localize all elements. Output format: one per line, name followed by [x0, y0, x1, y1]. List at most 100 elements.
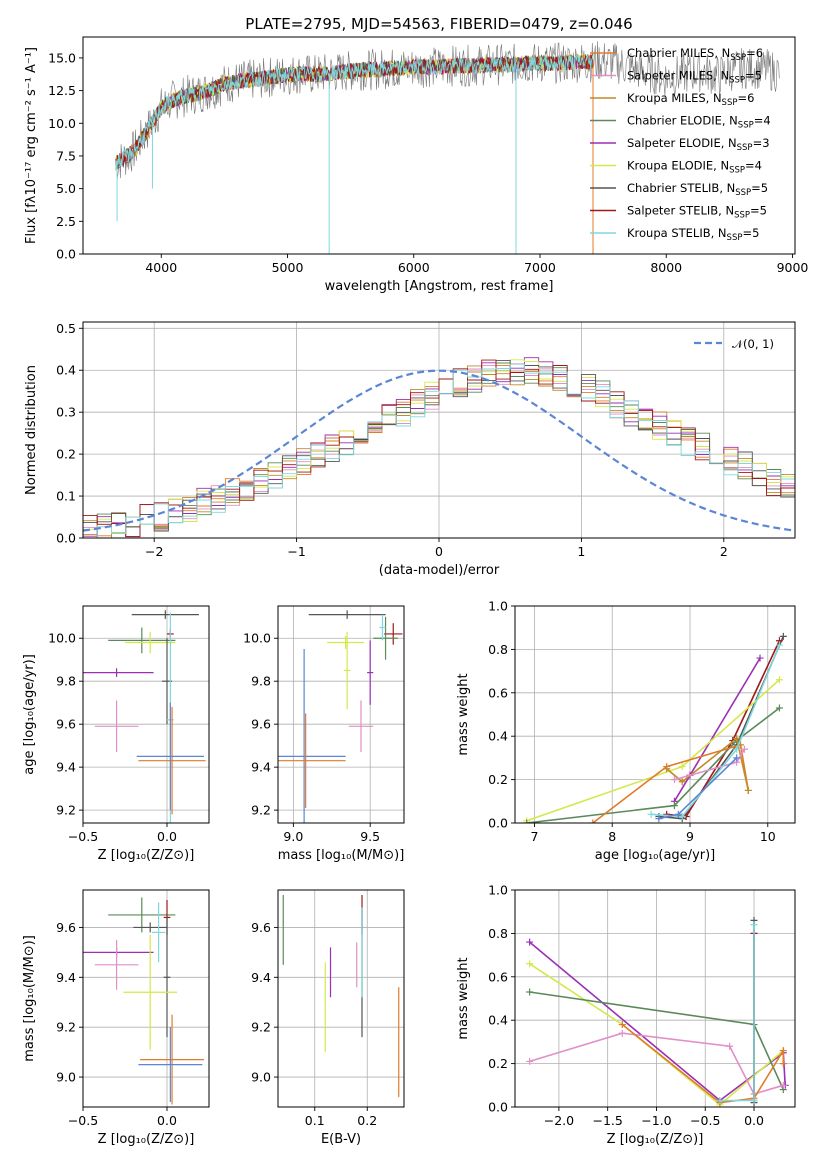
grid-age-vs-Z	[82, 606, 209, 823]
x-tick-label: −1	[287, 544, 305, 559]
weight-point-marker	[750, 1096, 758, 1104]
plot-area-weight-vs-Z	[526, 916, 789, 1107]
y-tick-label: 10.0	[48, 116, 76, 131]
y-tick-label: 10.0	[243, 631, 271, 646]
x-tick-label: 9.5	[360, 829, 380, 844]
error-bar-point	[379, 614, 386, 641]
residual-histogram	[83, 359, 795, 534]
weight-point-marker	[589, 819, 597, 823]
y-tick-label: 0.0	[488, 1100, 508, 1115]
legend-suffix: =5	[745, 69, 762, 83]
y-tick-label: 9.8	[56, 674, 76, 689]
y-axis-label: mass weight	[456, 673, 471, 755]
x-tick-label: −0.5	[68, 829, 98, 844]
error-bar-point	[125, 631, 176, 654]
axes-frame	[514, 889, 796, 1108]
weight-series-line	[719, 924, 755, 1102]
y-tick-label: 0.4	[488, 729, 508, 744]
x-axis-label: age [log₁₀(age/yr)]	[595, 848, 716, 863]
x-tick-label: −2.0	[544, 1113, 574, 1128]
y-tick-label: 0.4	[56, 363, 76, 378]
x-tick-label: 6000	[398, 260, 430, 275]
y-tick-label: 0.0	[56, 531, 76, 546]
y-tick-label: 0.3	[56, 405, 76, 420]
y-tick-label: 0.6	[488, 969, 508, 984]
y-tick-label: 1.0	[488, 599, 508, 614]
error-bar-point	[108, 897, 176, 933]
legend-entry: Kroupa MILES, NSSP=6	[627, 91, 754, 108]
weight-point-marker	[726, 1042, 734, 1050]
plot-area-mass-vs-Z	[83, 897, 204, 1105]
y-tick-label: 0.8	[488, 642, 508, 657]
y-tick-label: 12.5	[48, 83, 76, 98]
x-tick-label: −1.0	[641, 1113, 671, 1128]
error-bar-point	[278, 648, 346, 823]
legend-sub: SSP	[738, 121, 754, 131]
weight-point-marker	[779, 632, 787, 640]
error-bar-point	[123, 934, 178, 1050]
error-bar-point	[344, 631, 351, 710]
legend-sub: SSP	[727, 233, 743, 243]
y-tick-label: 9.0	[56, 1070, 76, 1085]
y-tick-label: 9.4	[251, 760, 271, 775]
weight-point-marker	[670, 776, 678, 784]
weight-point-marker	[750, 921, 758, 929]
axes-frame	[82, 889, 210, 1108]
axes-frame	[277, 605, 405, 824]
weight-point-marker	[678, 778, 686, 786]
legend-suffix: =6	[737, 91, 754, 105]
y-tick-label: 0.4	[488, 1013, 508, 1028]
grid-mass-vs-EBV	[278, 890, 404, 1107]
error-bar-point	[138, 706, 206, 815]
y-tick-label: 9.6	[56, 920, 76, 935]
weight-point-marker	[647, 810, 655, 818]
legend-entry: 𝒩(0, 1)	[732, 337, 774, 351]
weight-point-marker	[618, 1021, 626, 1029]
axes-frame	[277, 889, 405, 1108]
weight-point-marker	[526, 988, 534, 996]
error-bar-point	[131, 610, 199, 619]
normal-curve	[83, 369, 795, 532]
x-axis-label: mass [log₁₀(M/M⊙)]	[278, 848, 405, 863]
x-tick-label: −0.5	[68, 1113, 98, 1128]
error-bar-point	[136, 702, 204, 811]
error-bar-point	[83, 668, 154, 677]
x-tick-label: 0.2	[357, 1113, 377, 1128]
error-bar-point	[163, 917, 171, 1038]
weight-point-marker	[779, 1060, 787, 1068]
weight-series-line	[529, 941, 786, 1102]
legend-sub: SSP	[722, 98, 738, 108]
y-tick-label: 9.0	[251, 1070, 271, 1085]
x-tick-label: −1.5	[593, 1113, 623, 1128]
error-bar-point	[327, 636, 365, 649]
weight-point-marker	[678, 763, 686, 771]
weight-point-marker	[744, 786, 752, 794]
y-tick-label: 5.0	[56, 181, 76, 196]
error-bar-point	[308, 610, 386, 619]
x-axis-label: E(B-V)	[321, 1132, 361, 1147]
x-tick-label: 8000	[650, 260, 682, 275]
axes-frame	[82, 36, 796, 255]
y-tick-label: 2.5	[56, 214, 76, 229]
x-axis-label: Z [log₁₀(Z/Z⊙)]	[98, 1132, 195, 1147]
y-axis-label: mass [log₁₀(M/M⊙)]	[22, 935, 37, 1062]
weight-series-line	[651, 644, 781, 818]
legend-label: Kroupa STELIB, N	[627, 226, 727, 240]
legend-label: Chabrier ELODIE, N	[627, 114, 738, 128]
data-spectrum-line	[115, 41, 780, 179]
weight-series-line	[666, 736, 750, 791]
x-axis-label: wavelength [Angstrom, rest frame]	[325, 279, 554, 294]
x-tick-label: 10	[760, 829, 776, 844]
y-tick-label: 9.2	[56, 803, 76, 818]
residual-histogram	[83, 359, 795, 532]
legend-suffix: =4	[754, 114, 771, 128]
axes-mass-vs-EBV: 0.1 0.2 9.0 9.2 9.4 9.6 E(B-V)	[251, 889, 405, 1147]
x-axis-label: Z [log₁₀(Z/Z⊙)]	[98, 848, 195, 863]
residual-histogram	[83, 363, 795, 538]
x-tick-label: 0	[435, 544, 443, 559]
legend: 𝒩(0, 1)	[694, 337, 774, 351]
y-tick-label: 7.5	[56, 148, 76, 163]
plot-area-age-vs-Z	[83, 610, 206, 823]
x-tick-label: 9000	[777, 260, 809, 275]
